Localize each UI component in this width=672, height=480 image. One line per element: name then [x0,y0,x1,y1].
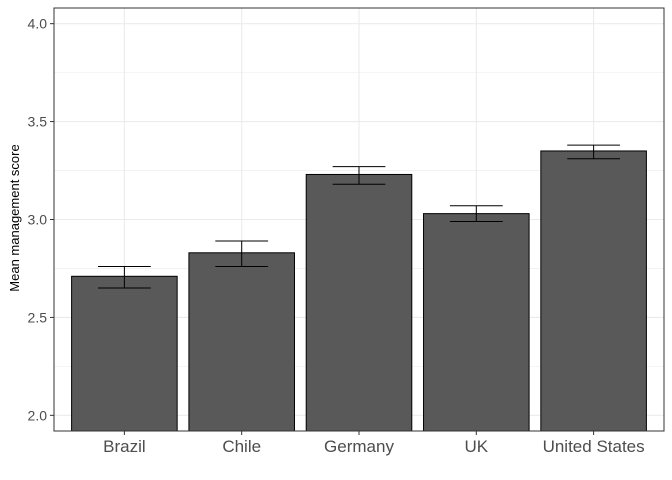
y-tick-label: 2.5 [28,309,48,325]
error-bar [567,144,621,160]
x-tick-label: United States [543,437,645,456]
x-tick-label: Brazil [103,437,146,456]
error-bar [215,240,269,267]
error-bar [449,205,503,222]
error-bar [332,166,386,185]
bar-brazil [71,275,178,432]
bars [71,150,647,432]
x-tick-label: Germany [324,437,394,456]
bar-germany [305,173,413,432]
error-bar [97,266,151,289]
y-tick-label: 3.5 [28,114,48,130]
y-axis-title: Mean management score [7,144,22,291]
y-tick-label: 2.0 [28,407,48,423]
error-bars [97,144,621,289]
y-tick-label: 3.0 [28,212,48,228]
x-tick-label: Chile [222,437,261,456]
y-axis: 2.0 2.5 3.0 3.5 4.0 [28,16,54,423]
y-tick-label: 4.0 [28,16,48,32]
x-tick-label: UK [464,437,488,456]
bar-uk [423,213,530,432]
x-axis: Brazil Chile Germany UK United States [103,431,645,456]
bar-chile [188,252,295,432]
bar-united-states [540,150,647,432]
